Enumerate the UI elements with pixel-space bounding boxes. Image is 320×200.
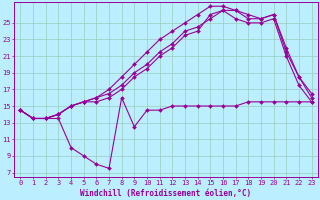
X-axis label: Windchill (Refroidissement éolien,°C): Windchill (Refroidissement éolien,°C) <box>80 189 252 198</box>
